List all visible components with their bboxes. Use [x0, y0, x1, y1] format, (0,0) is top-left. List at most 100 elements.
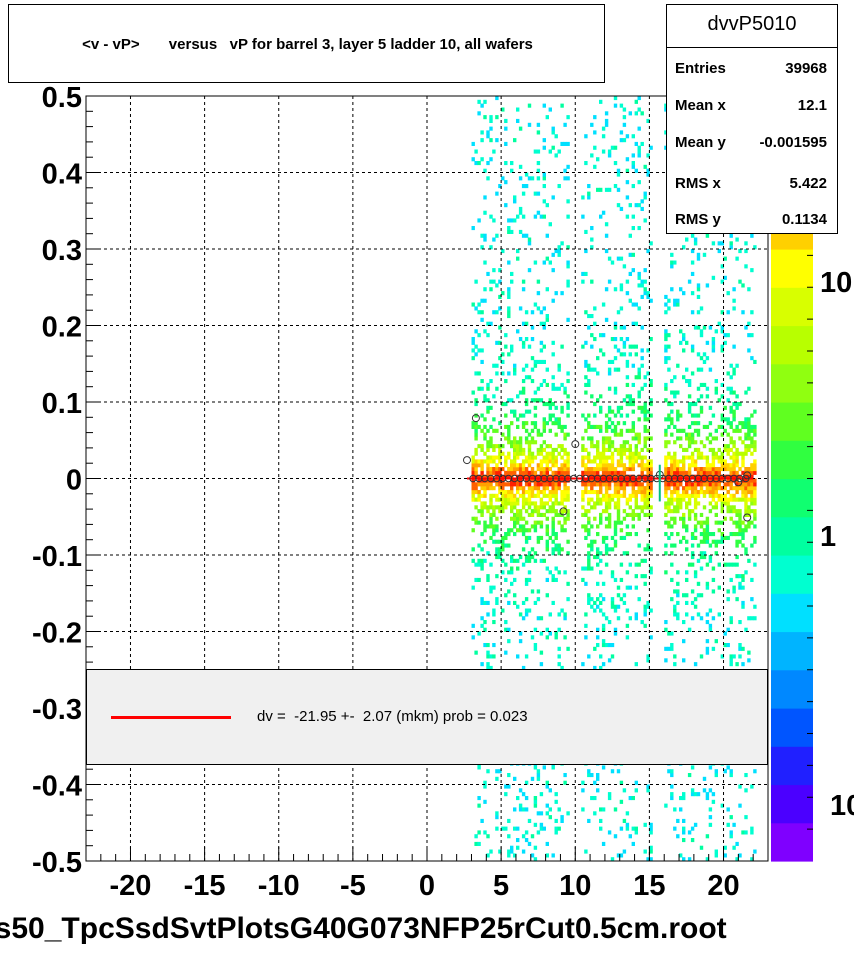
- heatmap-cell: [604, 249, 609, 254]
- heatmap-cell: [702, 444, 707, 449]
- heatmap-cell: [504, 141, 508, 146]
- heatmap-cell: [676, 532, 680, 537]
- heatmap-cell: [750, 543, 754, 548]
- heatmap-cell: [533, 796, 538, 801]
- heatmap-cell: [527, 451, 532, 456]
- heatmap-cell: [649, 382, 653, 387]
- heatmap-cell: [690, 291, 695, 296]
- heatmap-cell: [729, 577, 733, 582]
- heatmap-cell: [563, 432, 567, 437]
- heatmap-cell: [664, 107, 668, 112]
- heatmap-cell: [604, 187, 609, 192]
- heatmap-cell: [625, 382, 630, 387]
- heatmap-cell: [516, 838, 520, 843]
- heatmap-cell: [720, 264, 724, 269]
- heatmap-cell: [720, 424, 724, 429]
- heatmap-cell: [593, 130, 597, 135]
- heatmap-cell: [613, 103, 618, 108]
- heatmap-cell: [548, 405, 552, 410]
- heatmap-cell: [735, 532, 739, 537]
- heatmap-cell: [596, 493, 600, 498]
- heatmap-cell: [480, 233, 484, 238]
- heatmap-cell: [708, 558, 713, 563]
- heatmap-cell: [510, 168, 514, 173]
- heatmap-cell: [673, 509, 677, 514]
- heatmap-cell: [711, 436, 716, 441]
- heatmap-cell: [628, 467, 632, 472]
- heatmap-cell: [584, 134, 588, 139]
- heatmap-cell: [513, 459, 517, 464]
- heatmap-cell: [670, 501, 674, 506]
- heatmap-cell: [590, 436, 594, 441]
- heatmap-cell: [507, 497, 511, 502]
- heatmap-cell: [507, 424, 511, 429]
- heatmap-cell: [723, 463, 727, 468]
- heatmap-cell: [622, 264, 627, 269]
- heatmap-cell: [687, 497, 692, 502]
- heatmap-cell: [753, 444, 757, 449]
- heatmap-cell: [548, 459, 552, 464]
- heatmap-cell: [495, 233, 499, 238]
- heatmap-cell: [735, 394, 739, 399]
- heatmap-cell: [533, 528, 538, 533]
- heatmap-cell: [521, 413, 526, 418]
- heatmap-cell: [738, 646, 742, 651]
- heatmap-cell: [536, 149, 541, 154]
- heatmap-cell: [640, 356, 644, 361]
- heatmap-cell: [596, 444, 600, 449]
- heatmap-cell: [735, 841, 739, 846]
- heatmap-cell: [590, 474, 594, 479]
- heatmap-cell: [610, 337, 615, 342]
- heatmap-cell: [489, 126, 493, 131]
- heatmap-cell: [518, 788, 523, 793]
- heatmap-cell: [622, 344, 627, 349]
- heatmap-cell: [610, 857, 615, 862]
- heatmap-cell: [545, 382, 549, 387]
- heatmap-cell: [510, 348, 514, 353]
- heatmap-cell: [631, 493, 635, 498]
- heatmap-cell: [753, 409, 757, 414]
- heatmap-cell: [643, 512, 647, 517]
- heatmap-cell: [554, 826, 558, 831]
- heatmap-cell: [563, 612, 567, 617]
- heatmap-cell: [616, 470, 621, 475]
- heatmap-cell: [498, 555, 502, 560]
- heatmap-cell: [693, 822, 698, 827]
- x-axis: -20 -15 -10 -5 0 5 10 15 20: [85, 847, 769, 902]
- heatmap-cell: [682, 512, 686, 517]
- heatmap-cell: [471, 516, 475, 521]
- heatmap-cell: [750, 482, 754, 487]
- heatmap-cell: [601, 482, 606, 487]
- heatmap-cell: [518, 447, 523, 452]
- heatmap-cell: [554, 421, 558, 426]
- heatmap-cell: [554, 134, 558, 139]
- heatmap-cell: [480, 138, 484, 143]
- heatmap-cell: [593, 459, 597, 464]
- heatmap-cell: [560, 409, 564, 414]
- heatmap-cell: [542, 306, 546, 311]
- heatmap-cell: [631, 451, 635, 456]
- heatmap-cell: [599, 333, 603, 338]
- heatmap-cell: [587, 413, 591, 418]
- heatmap-cell: [696, 478, 701, 483]
- heatmap-cell: [679, 796, 683, 801]
- heatmap-cell: [489, 849, 493, 854]
- heatmap-cell: [664, 803, 668, 808]
- heatmap-cell: [539, 631, 544, 636]
- heatmap-cell: [634, 375, 638, 380]
- heatmap-cell: [670, 421, 674, 426]
- heatmap-cell: [489, 486, 493, 491]
- heatmap-cell: [513, 520, 517, 525]
- heatmap-cell: [533, 643, 538, 648]
- heatmap-cell: [513, 826, 517, 831]
- heatmap-cell: [619, 474, 624, 479]
- heatmap-cell: [607, 478, 612, 483]
- heatmap-cell: [738, 853, 742, 858]
- heatmap-cell: [634, 203, 638, 208]
- heatmap-cell: [513, 467, 517, 472]
- heatmap-cell: [640, 141, 644, 146]
- heatmap-cell: [498, 447, 502, 452]
- heatmap-cell: [649, 635, 653, 640]
- heatmap-cell: [711, 459, 716, 464]
- heatmap-cell: [664, 467, 668, 472]
